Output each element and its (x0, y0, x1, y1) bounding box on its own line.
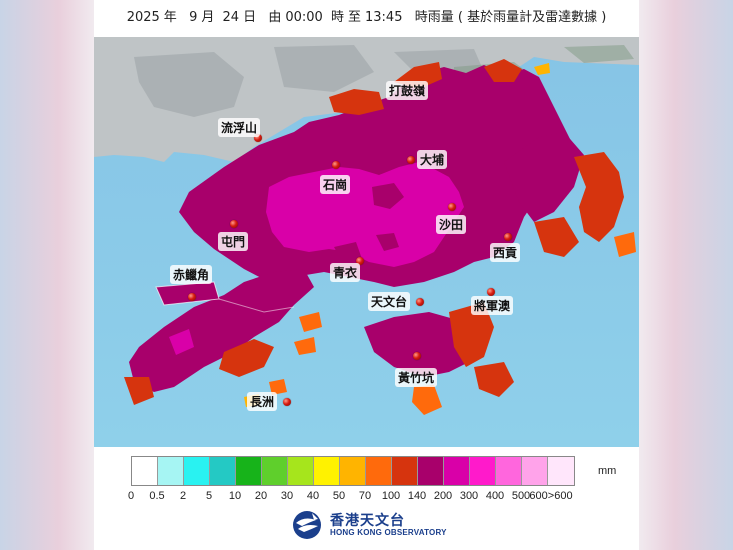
station-dot (413, 352, 421, 360)
legend-tick-label: 600>600 (529, 490, 573, 502)
station-dot (448, 203, 456, 211)
rain-140-200-lantau (129, 269, 314, 392)
rain-100-140-north (329, 59, 522, 115)
place-label-shek-kong: 石崗 (320, 175, 351, 194)
station-dot (230, 220, 238, 228)
legend-swatch (262, 457, 288, 485)
legend-swatch (444, 457, 470, 485)
title-day-unit: 日 (243, 10, 257, 25)
legend-tick-label: 2 (179, 490, 187, 502)
legend-tick-label: 70 (358, 490, 372, 502)
place-label-cheung-chau: 長洲 (247, 392, 278, 411)
rain-140-200-hole-3 (334, 242, 362, 265)
place-label-sha-tin: 沙田 (436, 215, 467, 234)
legend-tick-label: 20 (254, 490, 268, 502)
legend-tick-label: 400 (485, 490, 505, 502)
place-label-tsing-yi: 青衣 (330, 263, 361, 282)
place-label-tuen-mun: 屯門 (218, 232, 249, 251)
legend-swatch (548, 457, 574, 485)
title-month: 9 (189, 10, 198, 25)
title-suffix: 時雨量 ( 基於雨量計及雷達數據 ) (414, 10, 607, 25)
legend-tick-label: 140 (407, 490, 427, 502)
place-label-ta-kwu-ling: 打鼓嶺 (386, 81, 429, 100)
hko-name-en: HONG KONG OBSERVATORY (330, 528, 447, 537)
legend-tick-label: 0 (127, 490, 135, 502)
legend-swatch (184, 457, 210, 485)
legend-swatch (470, 457, 496, 485)
legend-swatch (522, 457, 548, 485)
rain-100-140-east (534, 152, 624, 257)
station-dot (283, 398, 291, 406)
rain-200-300-core (266, 162, 464, 267)
rainfall-map-graphic (94, 37, 639, 447)
title-end-time: 13:45 (365, 10, 403, 25)
legend-tick-label: 40 (306, 490, 320, 502)
place-label-wong-chuk-hang: 黃竹坑 (395, 368, 438, 387)
legend-swatch (288, 457, 314, 485)
title-year: 2025 (126, 10, 160, 25)
title-month-unit: 月 (201, 10, 215, 25)
legend-swatch (210, 457, 236, 485)
hko-name-cn: 香港天文台 (330, 513, 405, 529)
legend-tick-label: 50 (332, 490, 346, 502)
rain-140-200-sai-kung (504, 132, 584, 222)
legend-unit: mm (598, 465, 617, 477)
place-label-tai-po: 大埔 (417, 150, 448, 169)
legend-tick-label: 200 (433, 490, 453, 502)
hko-logo[interactable]: 香港天文台 HONG KONG OBSERVATORY (292, 508, 452, 542)
legend-tick-label: 30 (280, 490, 294, 502)
rain-100-140-lantau-south (124, 339, 274, 405)
rain-140-200-hole-1 (372, 183, 404, 209)
legend-swatch (418, 457, 444, 485)
rain-140-200-airport (156, 282, 219, 305)
bridge-line (218, 298, 295, 313)
station-dot (407, 156, 415, 164)
legend-swatches (131, 456, 575, 486)
legend-swatch (496, 457, 522, 485)
hko-emblem-icon (293, 511, 321, 539)
title-to: 至 (347, 10, 361, 25)
title-start-time: 00:00 (285, 10, 323, 25)
rainfall-map[interactable]: 流浮山 打鼓嶺 大埔 石崗 沙田 屯門 西貢 赤鱲角 (94, 37, 639, 447)
station-dot (254, 134, 262, 142)
station-dot (487, 288, 495, 296)
shenzhen-urban-texture (134, 45, 484, 117)
place-label-chek-lap-kok: 赤鱲角 (170, 265, 213, 284)
station-dot (504, 233, 512, 241)
legend-swatch (366, 457, 392, 485)
place-label-sai-kung: 西貢 (490, 243, 521, 262)
legend-swatch (392, 457, 418, 485)
legend-swatch (158, 457, 184, 485)
place-label-tsim-sha-tsui: 天文台 (368, 292, 411, 311)
rain-100-140-south-east (449, 302, 514, 397)
title-year-unit: 年 (163, 10, 177, 25)
place-label-lau-fau-shan: 流浮山 (218, 118, 261, 137)
legend-tick-label: 500 (511, 490, 531, 502)
title-hour-unit: 時 (330, 10, 344, 25)
legend-ticks: 0 0.5 2 5 10 20 30 40 50 70 100 140 200 300 400 500 600>… (127, 490, 611, 504)
legend-tick-label: 300 (459, 490, 479, 502)
rain-200-300-lantau (169, 329, 194, 355)
legend-swatch (314, 457, 340, 485)
place-label-tseung-kwan-o: 將軍澳 (471, 296, 514, 315)
rain-140-200-hk-island (364, 312, 474, 377)
rain-140-200-hole-2 (376, 233, 399, 251)
legend-tick-label: 0.5 (149, 490, 165, 502)
legend-swatch (340, 457, 366, 485)
station-dot (332, 161, 340, 169)
legend-tick-label: 5 (205, 490, 213, 502)
station-dot (416, 298, 424, 306)
legend-tick-label: 100 (381, 490, 401, 502)
title-from: 由 (268, 10, 282, 25)
title-day: 24 (222, 10, 240, 25)
legend-tick-label: 10 (228, 490, 242, 502)
legend-swatch (132, 457, 158, 485)
station-dot (188, 293, 196, 301)
legend-swatch (236, 457, 262, 485)
station-dot (356, 257, 364, 265)
rainfall-legend: mm (131, 456, 616, 486)
